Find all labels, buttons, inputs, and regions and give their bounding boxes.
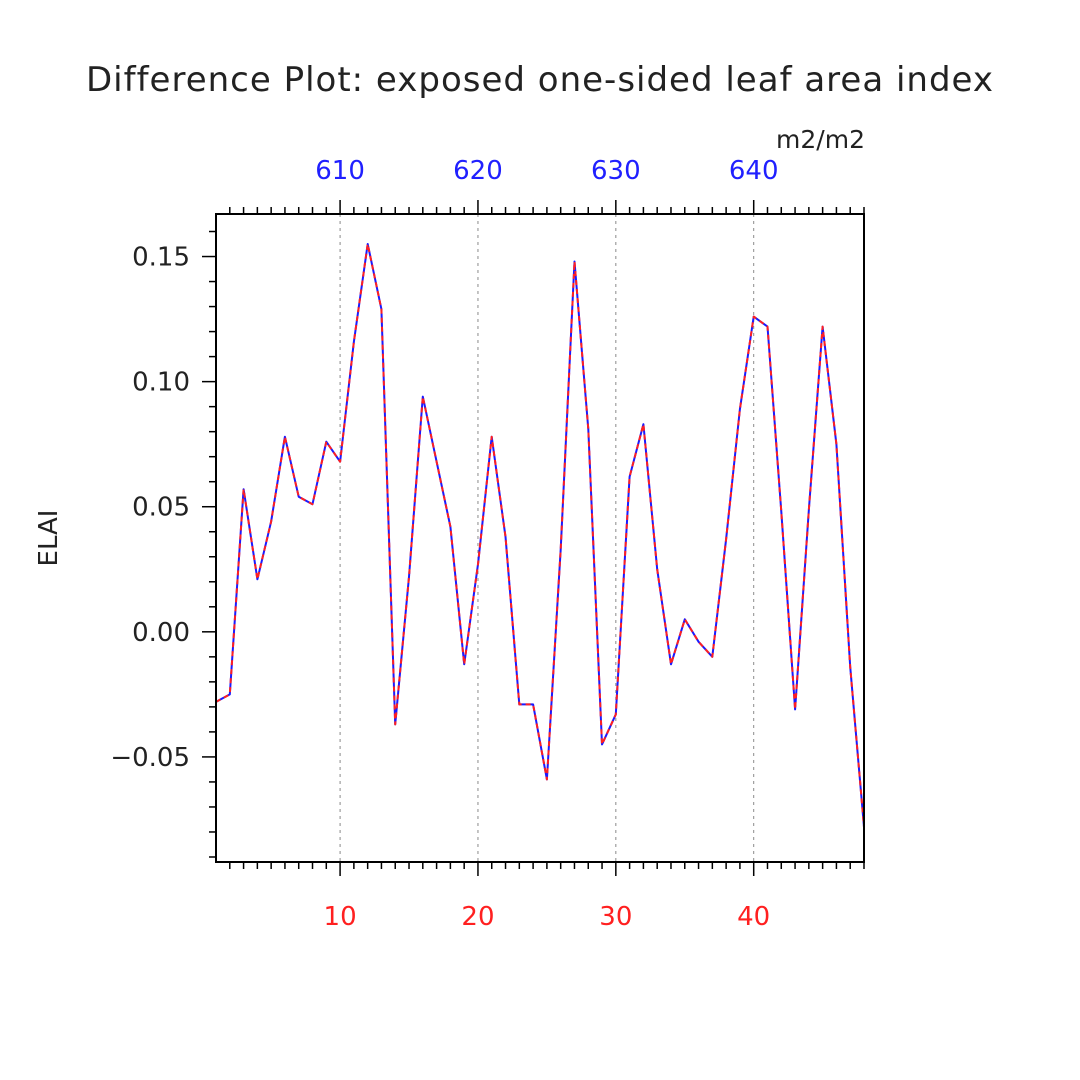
x-tick-label-top: 640 (729, 156, 779, 186)
chart-title: Difference Plot: exposed one-sided leaf … (86, 60, 994, 100)
y-tick-label: 0.15 (132, 243, 190, 273)
y-tick-label: 0.10 (132, 368, 190, 398)
tick-labels: 10 20 30 40 610 620 630 640 0.15 0.10 0.05 0.00 −0.0… (110, 156, 778, 932)
x-tick-label-bottom: 20 (461, 902, 494, 932)
axis-ticks (202, 200, 865, 876)
x-tick-label-bottom: 10 (324, 902, 357, 932)
plot-frame (215, 213, 865, 863)
x-tick-label-bottom: 40 (737, 902, 770, 932)
series-lines (215, 243, 865, 828)
y-tick-label: 0.00 (132, 618, 190, 648)
y-axis-label: ELAI (34, 510, 64, 567)
x-tick-label-top: 630 (591, 156, 641, 186)
x-tick-label-top: 610 (315, 156, 365, 186)
x-tick-label-bottom: 30 (599, 902, 632, 932)
y-tick-label: 0.05 (132, 493, 190, 523)
y-tick-label: −0.05 (110, 743, 190, 773)
series-line-2 (215, 243, 865, 828)
units-label: m2/m2 (776, 125, 865, 154)
x-tick-label-top: 620 (453, 156, 503, 186)
